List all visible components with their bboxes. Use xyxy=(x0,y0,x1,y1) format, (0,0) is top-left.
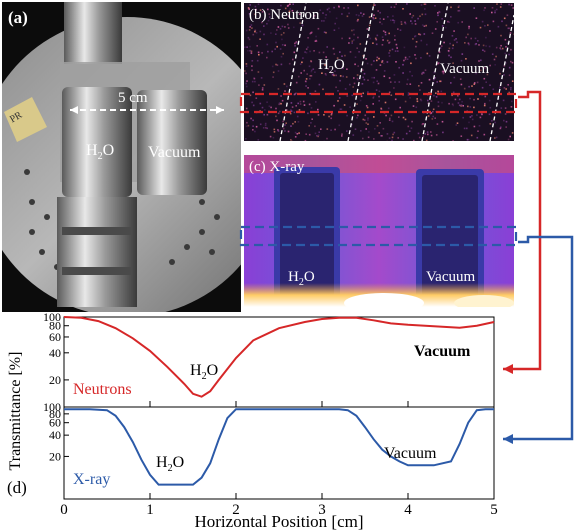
neutron-ytick-label-80: 80 xyxy=(49,319,61,333)
xtick-label-3: 3 xyxy=(318,502,326,518)
panel-a-photo: (a) PR 5 cm H2O Vacuum xyxy=(2,2,241,312)
cell-water xyxy=(62,87,132,197)
xray-series-line xyxy=(64,408,494,486)
scale-label: 5 cm xyxy=(118,90,148,106)
neutron-ytick-label-40: 40 xyxy=(49,346,61,360)
tape-tag xyxy=(4,97,47,142)
xtick-label-2: 2 xyxy=(232,502,240,518)
xray-h2o-annotation: H2O xyxy=(156,454,184,474)
neutron-series-line xyxy=(63,316,495,398)
neutron-axes-frame xyxy=(63,316,495,408)
xray-series-label: X-ray xyxy=(73,471,110,488)
top-fitting xyxy=(64,2,122,64)
neutron-vacuum-label: Vacuum xyxy=(440,61,490,77)
xtick-label-0: 0 xyxy=(60,502,68,518)
xray-vacuum-annotation: Vacuum xyxy=(384,445,437,462)
panel-d-label: (d) xyxy=(7,478,27,497)
y-axis-label: Transmittance [%] xyxy=(7,352,24,471)
neutron-vacuum-annotation: Vacuum xyxy=(414,343,471,360)
xray-ytick-label-100: 100 xyxy=(43,400,61,414)
xray-ytick-label-20: 20 xyxy=(49,449,61,463)
neutron-ytick-label-100: 100 xyxy=(43,311,61,324)
neutron-water-label: H2O xyxy=(318,57,345,76)
x-axis-label: Horizontal Position [cm] xyxy=(194,512,363,531)
xtick-label-4: 4 xyxy=(404,502,412,518)
xray-vacuum-label: Vacuum xyxy=(426,269,476,285)
xtick-label-5: 5 xyxy=(490,502,498,518)
photo-illustration xyxy=(2,2,241,312)
cell-vacuum xyxy=(137,90,207,195)
panel-a-label: (a) xyxy=(8,8,28,27)
xray-ytick-label-60: 60 xyxy=(49,416,61,430)
xray-axes-frame xyxy=(63,406,495,500)
neutron-h2o-annotation: H2O xyxy=(190,362,218,382)
xtick-label-1: 1 xyxy=(146,502,154,518)
cell-vacuum-label: Vacuum xyxy=(148,144,201,161)
bottom-fitting xyxy=(57,197,137,307)
xray-ytick-label-80: 80 xyxy=(49,407,61,421)
panel-c-label: (c) X-ray xyxy=(249,159,305,175)
neutron-ytick-label-60: 60 xyxy=(49,330,61,344)
xray-water-label: H2O xyxy=(288,269,315,288)
panel-b-neutron: (b) Neutron H2O Vacuum xyxy=(244,3,514,141)
neutron-ytick-label-20: 20 xyxy=(49,373,61,387)
cell-water-label: H2O xyxy=(86,142,115,163)
xray-ytick-label-40: 40 xyxy=(49,428,61,442)
panel-b-label: (b) Neutron xyxy=(249,7,320,23)
panel-c-xray: (c) X-ray H2O Vacuum xyxy=(244,155,514,307)
neutron-series-label: Neutrons xyxy=(73,381,132,398)
